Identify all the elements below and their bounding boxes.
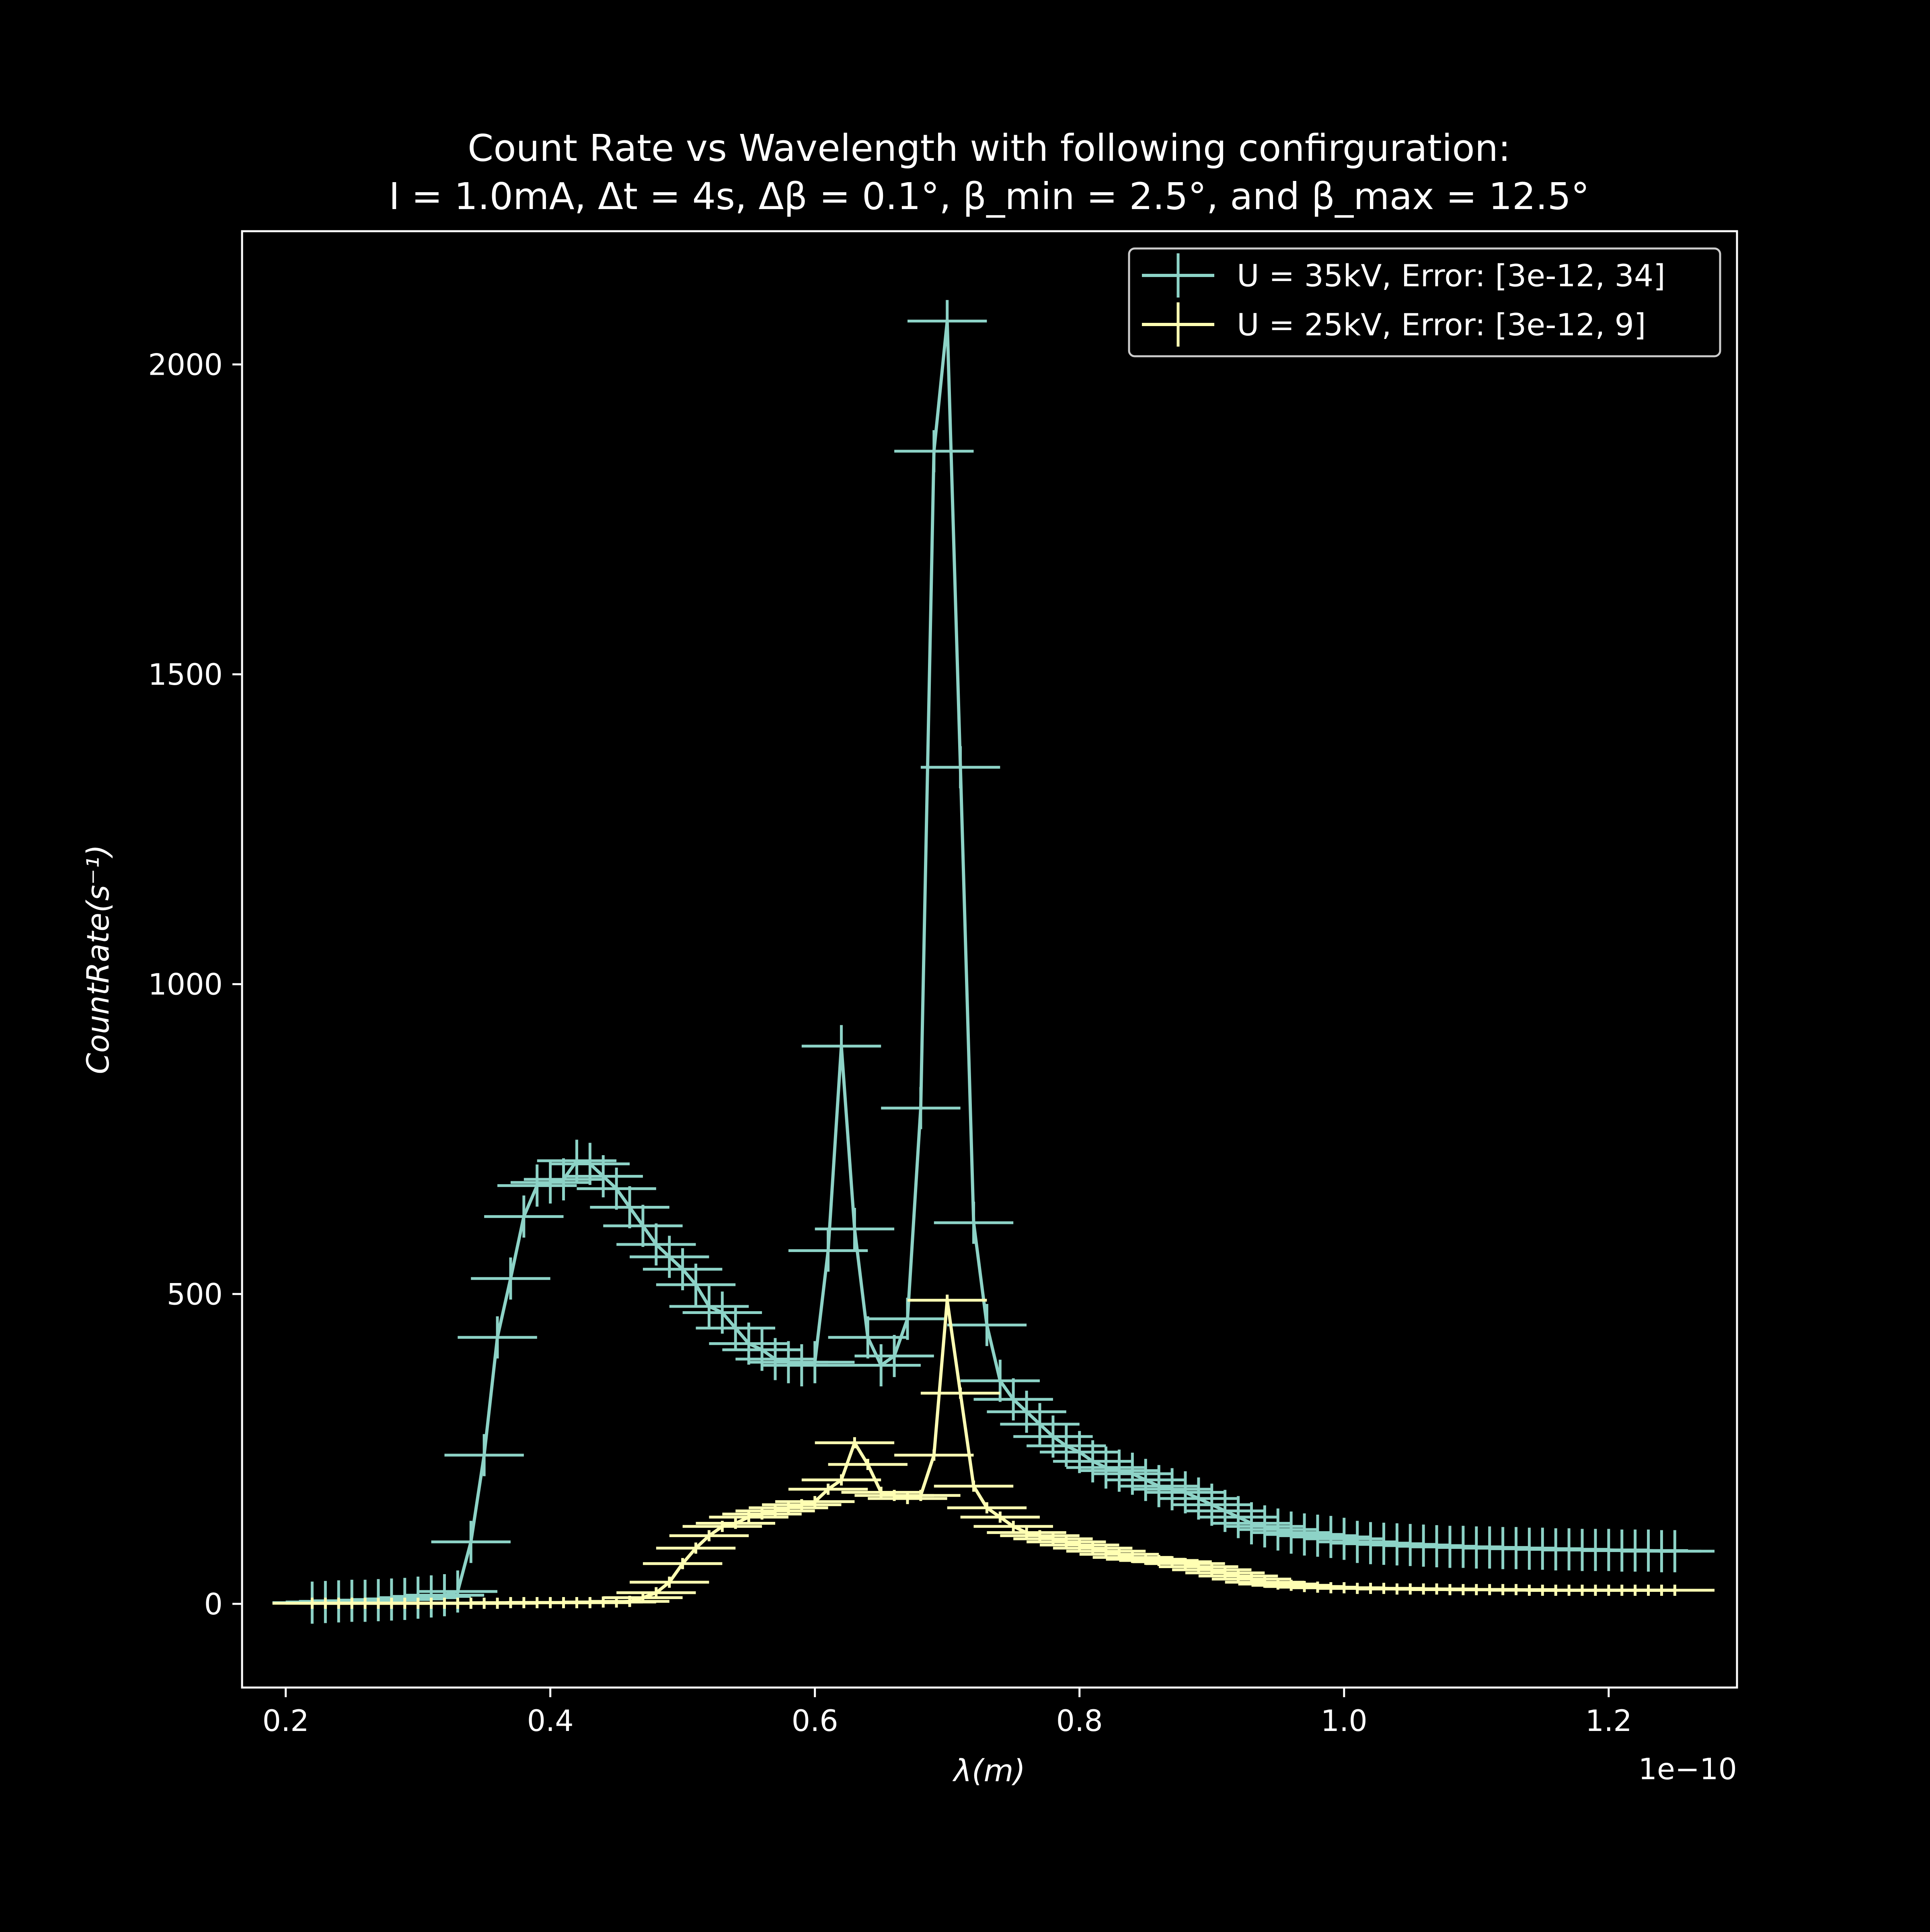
data-point xyxy=(577,1167,656,1210)
data-point xyxy=(934,1201,1014,1244)
legend-box xyxy=(1128,247,1721,357)
data-point xyxy=(669,1530,749,1542)
data-point xyxy=(947,1304,1027,1346)
data-point xyxy=(801,1025,881,1068)
data-point xyxy=(894,1450,974,1461)
y-axis-label: CountRate(s⁻¹) xyxy=(80,844,116,1074)
y-tick-label: 1000 xyxy=(148,968,223,1002)
data-point xyxy=(431,1521,511,1563)
data-point xyxy=(590,1186,669,1228)
data-point xyxy=(881,1087,961,1129)
data-point xyxy=(801,1474,881,1486)
data-point xyxy=(987,1390,1066,1433)
data-point xyxy=(815,1437,895,1449)
y-tick-label: 500 xyxy=(167,1277,223,1312)
chart-title-line-2: I = 1.0mA, Δt = 4s, Δβ = 0.1°, β_min = 2… xyxy=(389,175,1589,218)
x-tick-label: 0.6 xyxy=(792,1704,838,1738)
data-point xyxy=(696,1307,775,1349)
legend-entry-2: U = 25kV, Error: [3e-12, 9] xyxy=(1142,302,1646,347)
data-point xyxy=(643,1248,723,1291)
x-tick-label: 1.0 xyxy=(1321,1704,1367,1738)
y-tick-label: 0 xyxy=(204,1587,223,1622)
data-point xyxy=(854,1335,934,1377)
data-point xyxy=(894,430,974,472)
data-point xyxy=(868,1298,947,1340)
data-point xyxy=(630,1236,709,1278)
data-point xyxy=(1635,1530,1715,1573)
x-tick-label: 0.4 xyxy=(527,1704,574,1738)
data-point xyxy=(788,1483,868,1495)
data-point xyxy=(471,1257,550,1300)
x-axis-label: λ(m) xyxy=(952,1753,1025,1788)
data-point xyxy=(1635,1585,1715,1596)
legend-label: U = 35kV, Error: [3e-12, 34] xyxy=(1237,258,1665,294)
data-point xyxy=(947,1502,1027,1513)
data-point xyxy=(510,1161,590,1204)
series-2 xyxy=(272,1294,1715,1609)
data-point xyxy=(934,1480,1014,1492)
data-point xyxy=(563,1155,643,1197)
data-point xyxy=(669,1285,749,1328)
data-point xyxy=(908,300,987,342)
data-point xyxy=(973,1378,1053,1421)
x-axis-offset-label: 1e−10 xyxy=(1638,1752,1737,1786)
x-tick-label: 0.8 xyxy=(1056,1704,1103,1738)
y-axis-ticks: 0 500 1000 1500 2000 xyxy=(148,348,242,1622)
data-point xyxy=(762,1344,842,1386)
x-axis-ticks: 0.2 0.4 0.6 0.8 1.0 1.2 xyxy=(263,1688,1632,1738)
legend-label: U = 25kV, Error: [3e-12, 9] xyxy=(1237,307,1646,343)
legend-entry-1: U = 35kV, Error: [3e-12, 34] xyxy=(1142,253,1665,298)
data-point xyxy=(1000,1403,1080,1445)
data-point xyxy=(775,1341,855,1384)
data-point xyxy=(841,1344,921,1386)
data-point xyxy=(643,1558,723,1569)
legend: U = 35kV, Error: [3e-12, 34] U = 25kV, Er… xyxy=(1128,247,1721,357)
data-point xyxy=(775,1496,855,1507)
data-point xyxy=(973,1521,1053,1532)
data-point xyxy=(908,1294,987,1306)
data-point xyxy=(484,1195,564,1238)
x-tick-label: 0.2 xyxy=(263,1704,309,1738)
data-point xyxy=(656,1263,736,1306)
y-tick-label: 2000 xyxy=(148,348,223,382)
data-point xyxy=(828,1459,908,1470)
data-point xyxy=(616,1587,696,1599)
data-point xyxy=(696,1517,775,1529)
data-point xyxy=(630,1577,709,1588)
plot-data-layer xyxy=(272,300,1715,1624)
data-point xyxy=(550,1143,630,1185)
data-point xyxy=(920,1388,1000,1399)
data-point xyxy=(815,1208,895,1250)
data-point xyxy=(960,1359,1040,1402)
data-point xyxy=(881,1490,961,1501)
data-point xyxy=(656,1542,736,1554)
data-point xyxy=(458,1316,537,1359)
data-point xyxy=(788,1229,868,1272)
data-point xyxy=(682,1291,762,1334)
x-tick-label: 1.2 xyxy=(1585,1704,1632,1738)
data-point xyxy=(920,746,1000,788)
chart-title-line-1: Count Rate vs Wavelength with following … xyxy=(468,127,1511,170)
data-point xyxy=(444,1434,524,1476)
data-point xyxy=(616,1223,696,1266)
data-point xyxy=(960,1511,1040,1523)
y-tick-label: 1500 xyxy=(148,658,223,692)
data-point xyxy=(404,1574,485,1616)
axes-frame xyxy=(241,230,1738,1689)
data-point xyxy=(603,1205,683,1247)
